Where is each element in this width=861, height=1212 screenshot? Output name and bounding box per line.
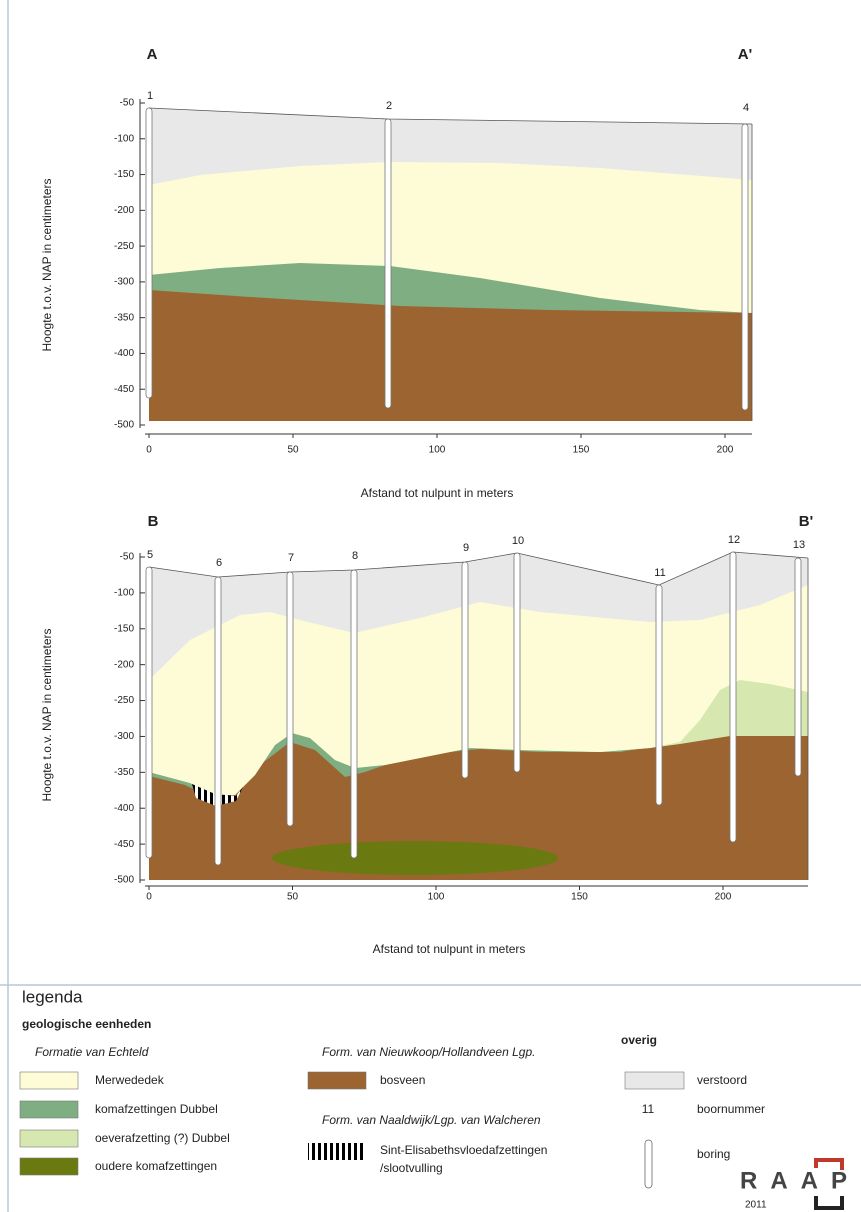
y-tick-label: -500 [114, 875, 134, 886]
boring-number: 8 [352, 550, 358, 562]
legend-title: legenda [22, 987, 83, 1006]
y-tick-label: -100 [114, 133, 134, 144]
x-tick-label: 100 [429, 445, 446, 456]
layer [149, 108, 752, 185]
boring-number: 10 [512, 535, 524, 547]
legend: legenda geologische eenheden Formatie va… [19, 987, 765, 1189]
x-tick-label: 200 [715, 892, 732, 903]
y-tick-label: -150 [114, 169, 134, 180]
x-axis-title: Afstand tot nulpunt in meters [361, 486, 514, 500]
x-tick-label: 0 [146, 892, 152, 903]
swatch [307, 1071, 367, 1090]
y-tick-label: -350 [114, 767, 134, 778]
y-tick-label: -450 [114, 839, 134, 850]
boring [214, 576, 222, 866]
boring [513, 552, 521, 773]
boring-number: 11 [654, 567, 665, 579]
boring-icon [644, 1139, 653, 1189]
legend-heading: overig [621, 1033, 657, 1047]
legend-number: 11 [642, 1102, 655, 1116]
logo: RAAP 2011 [740, 1158, 860, 1211]
legend-heading: Form. van Nieuwkoop/Hollandveen Lgp. [322, 1045, 535, 1059]
section-b: -50 -100 -150 -200 -250 -300 -350 -400 -450 -500 0… [40, 513, 813, 956]
swatch [19, 1100, 79, 1119]
layer [149, 552, 808, 680]
y-tick-label: -250 [114, 695, 134, 706]
boring-number: 5 [147, 549, 153, 561]
section-end: A' [738, 46, 752, 63]
x-tick-label: 150 [573, 445, 590, 456]
boring [729, 551, 737, 843]
x-tick-label: 0 [146, 445, 152, 456]
boring [461, 561, 469, 779]
legend-heading: Form. van Naaldwijk/Lgp. van Walcheren [322, 1113, 541, 1127]
y-tick-label: -150 [114, 623, 134, 634]
y-tick-label: -500 [114, 420, 134, 431]
legend-label: oeverafzetting (?) Dubbel [95, 1131, 230, 1145]
logo-year: 2011 [745, 1200, 767, 1211]
x-tick-label: 50 [287, 445, 299, 456]
swatch [308, 1143, 366, 1160]
boring [794, 557, 802, 777]
boring-number: 4 [743, 102, 749, 114]
legend-label: bosveen [380, 1073, 425, 1087]
boring-number: 12 [728, 534, 740, 546]
boring [145, 566, 153, 859]
y-tick-label: -400 [114, 348, 134, 359]
logo-text: RAAP [740, 1167, 860, 1194]
swatch [19, 1129, 79, 1148]
logo-bracket [814, 1158, 844, 1170]
boring [384, 118, 392, 409]
x-tick-label: 150 [571, 892, 588, 903]
y-tick-label: -200 [114, 659, 134, 670]
legend-label: Sint-Elisabethsvloedafzettingen [380, 1143, 547, 1157]
legend-label: boring [697, 1147, 730, 1161]
lens [272, 841, 558, 875]
legend-label: boornummer [697, 1102, 765, 1116]
boring-number: 2 [386, 100, 392, 112]
x-tick-label: 50 [287, 892, 299, 903]
y-tick-label: -50 [120, 98, 135, 109]
boring-number: 9 [463, 542, 469, 554]
boring-number: 6 [216, 557, 222, 569]
boring [655, 584, 663, 806]
y-tick-label: -450 [114, 384, 134, 395]
legend-label: oudere komafzettingen [95, 1159, 217, 1173]
boring [350, 569, 358, 859]
section-start: A [147, 46, 158, 63]
swatch [19, 1071, 79, 1090]
boring [286, 571, 294, 827]
section-start: B [148, 513, 159, 530]
x-tick-label: 200 [717, 445, 734, 456]
y-tick-label: -100 [114, 588, 134, 599]
boring-number: 7 [288, 552, 294, 564]
boring [145, 107, 153, 399]
legend-heading: Formatie van Echteld [35, 1045, 149, 1059]
swatch [19, 1157, 79, 1176]
y-axis-title: Hoogte t.o.v. NAP in centimeters [40, 629, 54, 802]
logo-bracket [814, 1196, 844, 1210]
legend-subtitle: geologische eenheden [22, 1017, 151, 1031]
y-axis-title: Hoogte t.o.v. NAP in centimeters [40, 179, 54, 352]
y-tick-label: -300 [114, 277, 134, 288]
legend-label: verstoord [697, 1073, 747, 1087]
boring-number: 1 [147, 90, 153, 102]
x-axis-title: Afstand tot nulpunt in meters [373, 942, 526, 956]
section-end: B' [799, 513, 813, 530]
section-a: -50 -100 -150 -200 -250 -300 -350 -400 -450 -500 0… [40, 46, 753, 500]
y-tick-label: -300 [114, 731, 134, 742]
y-tick-label: -350 [114, 312, 134, 323]
legend-label: Merwededek [95, 1073, 165, 1087]
x-tick-label: 100 [428, 892, 445, 903]
y-tick-label: -200 [114, 205, 134, 216]
legend-label: komafzettingen Dubbel [95, 1102, 218, 1116]
y-tick-label: -250 [114, 241, 134, 252]
swatch [624, 1071, 685, 1090]
boring [741, 123, 749, 411]
y-tick-label: -50 [120, 552, 135, 563]
boring-number: 13 [793, 539, 805, 551]
legend-label: /slootvulling [380, 1161, 443, 1175]
y-tick-label: -400 [114, 803, 134, 814]
